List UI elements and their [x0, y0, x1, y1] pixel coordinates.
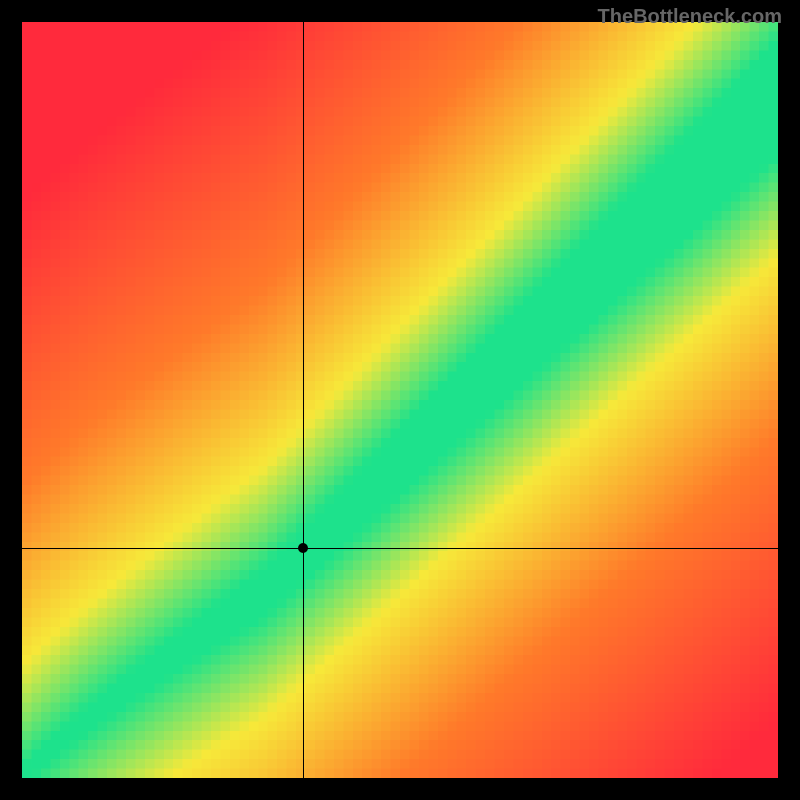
watermark-text: TheBottleneck.com [598, 6, 782, 29]
heatmap-plot [22, 22, 778, 778]
chart-container: TheBottleneck.com [0, 0, 800, 800]
crosshair-vertical [303, 22, 304, 778]
plot-frame [0, 0, 800, 800]
data-point-marker [298, 543, 308, 553]
heatmap-canvas [22, 22, 778, 778]
crosshair-horizontal [22, 548, 778, 549]
